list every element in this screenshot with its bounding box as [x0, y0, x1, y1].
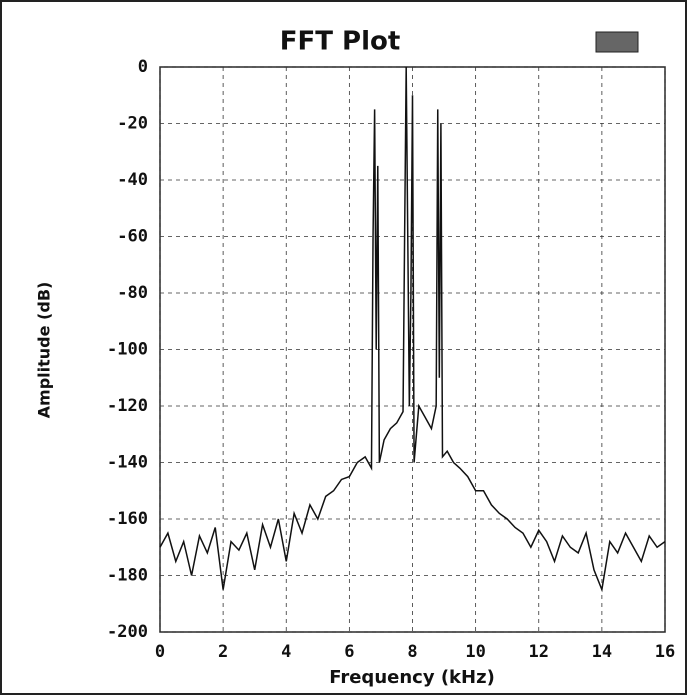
- x-tick-label: 0: [155, 642, 165, 662]
- x-tick-label: 8: [407, 642, 417, 662]
- data-line: [159, 66, 666, 593]
- chart-title: FFT Plot: [280, 27, 401, 57]
- y-tick-label: -160: [107, 509, 148, 529]
- x-axis-label: Frequency (kHz): [329, 667, 495, 688]
- legend-box: [595, 31, 639, 53]
- x-tick-label: 10: [465, 642, 485, 662]
- x-tick-label: 6: [344, 642, 354, 662]
- y-tick-label: -40: [117, 170, 148, 190]
- y-axis-label: Amplitude (dB): [35, 282, 54, 419]
- y-tick-label: -20: [117, 114, 148, 134]
- y-tick-label: -140: [107, 453, 148, 473]
- y-tick-label: -100: [107, 340, 148, 360]
- y-tick-label: -120: [107, 396, 148, 416]
- x-tick-label: 16: [655, 642, 675, 662]
- y-tick-label: -180: [107, 566, 148, 586]
- y-tick-label: -60: [117, 227, 148, 247]
- x-tick-label: 12: [529, 642, 549, 662]
- y-tick-label: 0: [138, 57, 148, 77]
- x-tick-label: 14: [592, 642, 612, 662]
- x-tick-label: 2: [218, 642, 228, 662]
- y-tick-label: -200: [107, 622, 148, 642]
- x-tick-label: 4: [281, 642, 291, 662]
- y-tick-label: -80: [117, 283, 148, 303]
